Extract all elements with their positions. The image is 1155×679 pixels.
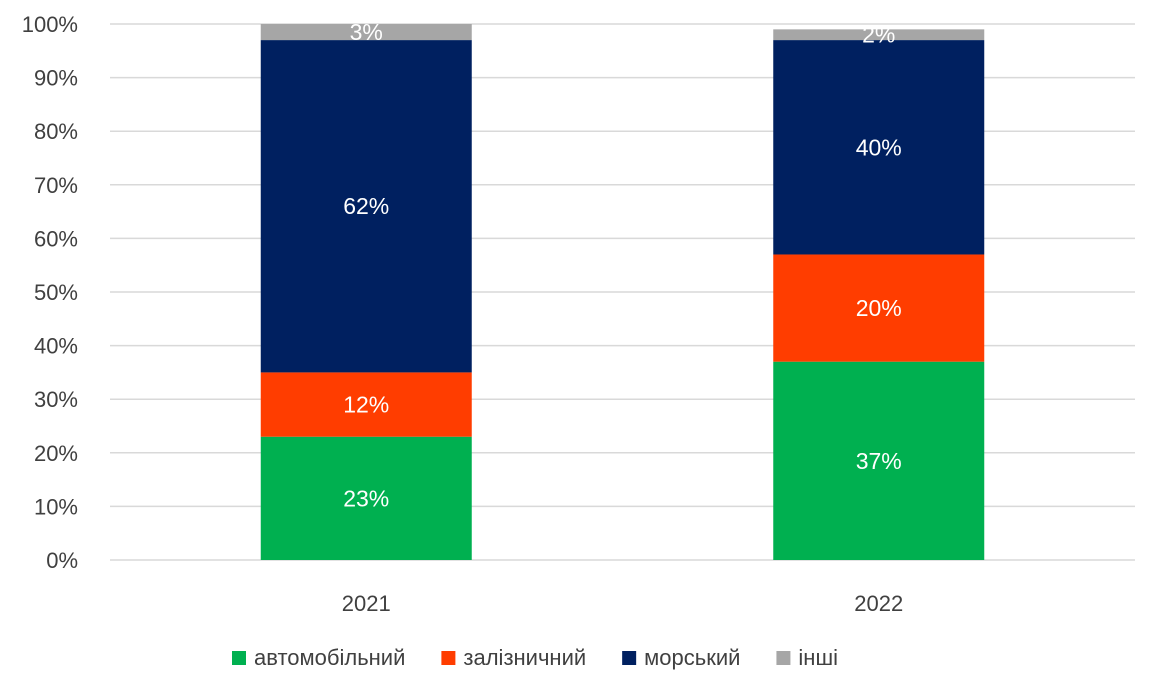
data-label: 40%: [856, 134, 902, 160]
bars: [260, 24, 985, 560]
legend-swatch: [441, 651, 456, 665]
bar-segment: [773, 254, 985, 362]
y-tick-label: 20%: [34, 441, 78, 466]
data-label: 23%: [343, 485, 389, 511]
bar-segment: [260, 436, 472, 560]
x-axis-ticks: 2021 2022: [342, 591, 903, 616]
bar-segment: [260, 40, 472, 373]
data-label: 37%: [856, 448, 902, 474]
legend-swatch: [622, 651, 637, 665]
data-label: 62%: [343, 193, 389, 219]
data-labels: 23% 12% 62% 3% 37% 20% 40% 2%: [343, 19, 902, 511]
bar-segment: [773, 29, 985, 41]
y-axis-ticks: 0% 10% 20% 30% 40% 50% 60% 70% 80% 90% 100%: [22, 12, 78, 573]
bar-segment: [260, 24, 472, 41]
y-tick-label: 50%: [34, 280, 78, 305]
bar-segment: [260, 372, 472, 437]
legend-swatch: [776, 651, 791, 665]
data-label: 3%: [350, 19, 383, 45]
legend-label: автомобільний: [254, 645, 405, 670]
bar-segment: [773, 40, 985, 255]
y-tick-label: 70%: [34, 173, 78, 198]
y-tick-label: 80%: [34, 119, 78, 144]
data-label: 12%: [343, 392, 389, 418]
y-tick-label: 60%: [34, 226, 78, 251]
y-tick-label: 40%: [34, 334, 78, 359]
x-tick-label: 2022: [854, 591, 903, 616]
y-tick-label: 10%: [34, 494, 78, 519]
data-label: 20%: [856, 295, 902, 321]
legend-label: інші: [798, 645, 838, 670]
y-tick-label: 90%: [34, 66, 78, 91]
data-label: 2%: [862, 22, 895, 48]
legend: автомобільний залізничний морський інші: [232, 645, 838, 670]
legend-label: морський: [644, 645, 740, 670]
bar-segment: [773, 361, 985, 560]
y-tick-label: 30%: [34, 387, 78, 412]
legend-swatch: [232, 651, 246, 665]
x-tick-label: 2021: [342, 591, 391, 616]
legend-label: залізничний: [463, 645, 586, 670]
y-tick-label: 0%: [46, 548, 78, 573]
y-tick-label: 100%: [22, 12, 78, 37]
